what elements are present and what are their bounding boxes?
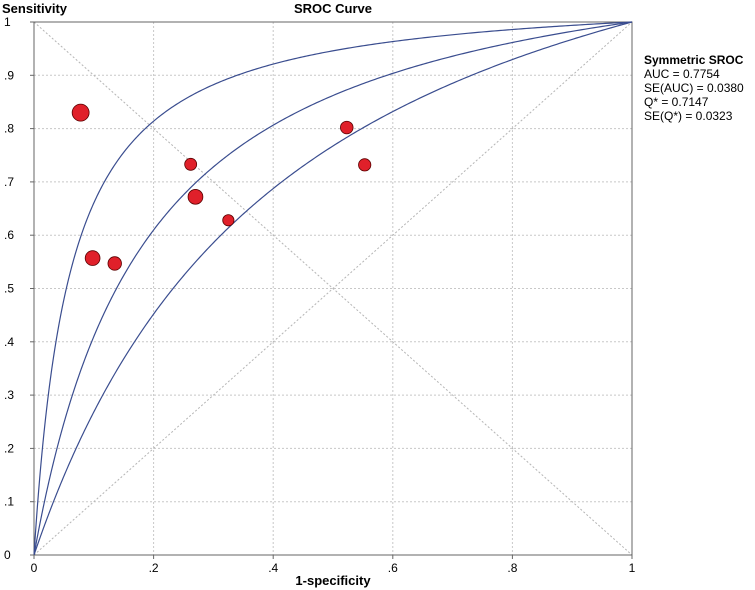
y-tick-label-10: 1 [4, 15, 11, 29]
y-axis-label: Sensitivity [2, 1, 68, 16]
y-tick-label-7: .7 [4, 175, 14, 189]
anti-diagonal-line [33, 21, 633, 556]
y-tick-label-8: .8 [4, 122, 14, 136]
stat-q-star: Q* = 0.7147 [644, 95, 709, 109]
study-point-6 [340, 120, 354, 135]
y-tick-label-0: 0 [4, 548, 11, 562]
study-point-5 [222, 214, 235, 227]
y-tick-label-2: .2 [4, 441, 14, 455]
stats-panel: Symmetric SROC AUC = 0.7754 SE(AUC) = 0.… [644, 53, 744, 123]
study-point-0 [71, 103, 90, 122]
y-tick-label-9: .9 [4, 68, 14, 82]
stat-se-auc: SE(AUC) = 0.0380 [644, 81, 744, 95]
sroc-curve-0 [33, 21, 633, 555]
study-point-3 [184, 157, 198, 171]
study-points [71, 103, 372, 271]
study-point-4 [187, 189, 204, 205]
y-tick-label-5: .5 [4, 282, 14, 296]
axis-ticks: 0 .2 .4 .6 .8 1 0 .1 .2 .3 .4 .5 .6 .7 .8 .9 1 [4, 15, 636, 575]
y-tick-label-4: .4 [4, 335, 14, 349]
x-tick-label-0: 0 [31, 561, 38, 575]
x-tick-label-2: .4 [268, 561, 278, 575]
x-tick-label-5: 1 [629, 561, 636, 575]
y-tick-label-6: .6 [4, 228, 14, 242]
grid-lines [34, 22, 632, 555]
x-tick-label-3: .6 [388, 561, 398, 575]
sroc-curve-2 [33, 21, 633, 556]
x-tick-label-1: .2 [149, 561, 159, 575]
sroc-curves [33, 21, 633, 556]
chart-title: SROC Curve [294, 1, 372, 16]
study-point-7 [358, 158, 372, 172]
y-tick-label-1: .1 [4, 495, 14, 509]
x-axis-label: 1-specificity [295, 573, 371, 588]
sroc-curve-1 [33, 21, 633, 556]
stat-se-q-star: SE(Q*) = 0.0323 [644, 109, 733, 123]
reference-diagonals [33, 21, 633, 556]
y-tick-label-3: .3 [4, 388, 14, 402]
stats-heading: Symmetric SROC [644, 53, 744, 67]
x-tick-label-4: .8 [507, 561, 517, 575]
stat-auc: AUC = 0.7754 [644, 67, 720, 81]
study-point-1 [84, 250, 101, 266]
study-point-2 [107, 256, 122, 271]
